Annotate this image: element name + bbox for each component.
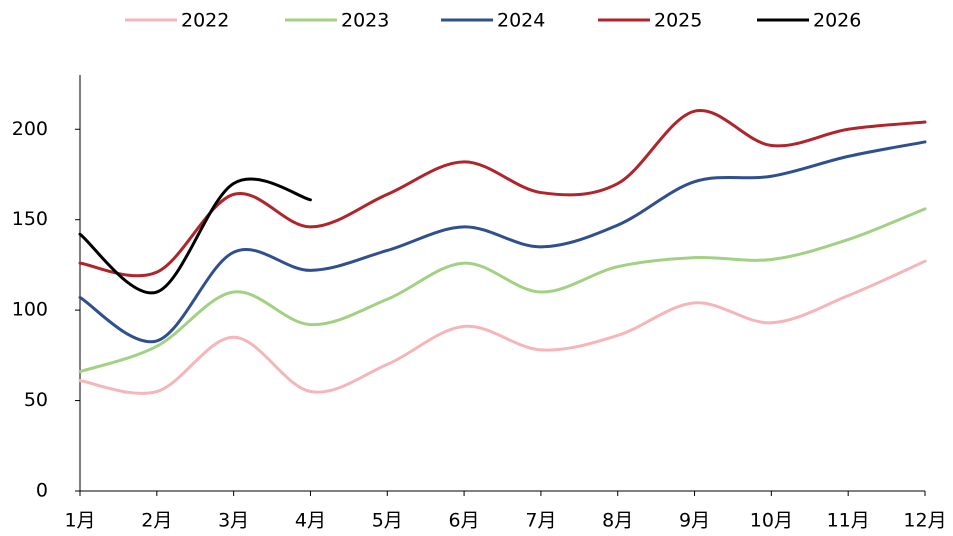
y-tick-label: 200 xyxy=(12,118,48,140)
legend-label: 2026 xyxy=(813,10,861,32)
x-tick-label: 9月 xyxy=(679,510,710,532)
x-tick-label: 4月 xyxy=(295,510,326,532)
series-line xyxy=(78,109,927,278)
series-line xyxy=(78,207,927,374)
x-tick-label: 5月 xyxy=(372,510,403,532)
x-tick-label: 2月 xyxy=(141,510,172,532)
series-line xyxy=(78,140,927,344)
x-tick-label: 12月 xyxy=(903,510,946,532)
legend-label: 2022 xyxy=(181,10,229,32)
y-tick-label: 50 xyxy=(24,389,48,411)
x-tick-label: 7月 xyxy=(525,510,556,532)
y-tick-label: 100 xyxy=(12,299,48,321)
y-tick-label: 0 xyxy=(36,480,48,502)
x-tick-label: 6月 xyxy=(449,510,480,532)
legend-label: 2023 xyxy=(341,10,389,32)
legend-label: 2024 xyxy=(497,10,545,32)
legend-label: 2025 xyxy=(654,10,702,32)
series-line xyxy=(78,259,927,395)
x-tick-label: 1月 xyxy=(64,510,95,532)
y-tick-label: 150 xyxy=(12,208,48,230)
x-tick-label: 3月 xyxy=(218,510,249,532)
x-tick-label: 11月 xyxy=(827,510,870,532)
x-tick-label: 10月 xyxy=(750,510,793,532)
series-line xyxy=(78,177,312,295)
x-tick-label: 8月 xyxy=(602,510,633,532)
